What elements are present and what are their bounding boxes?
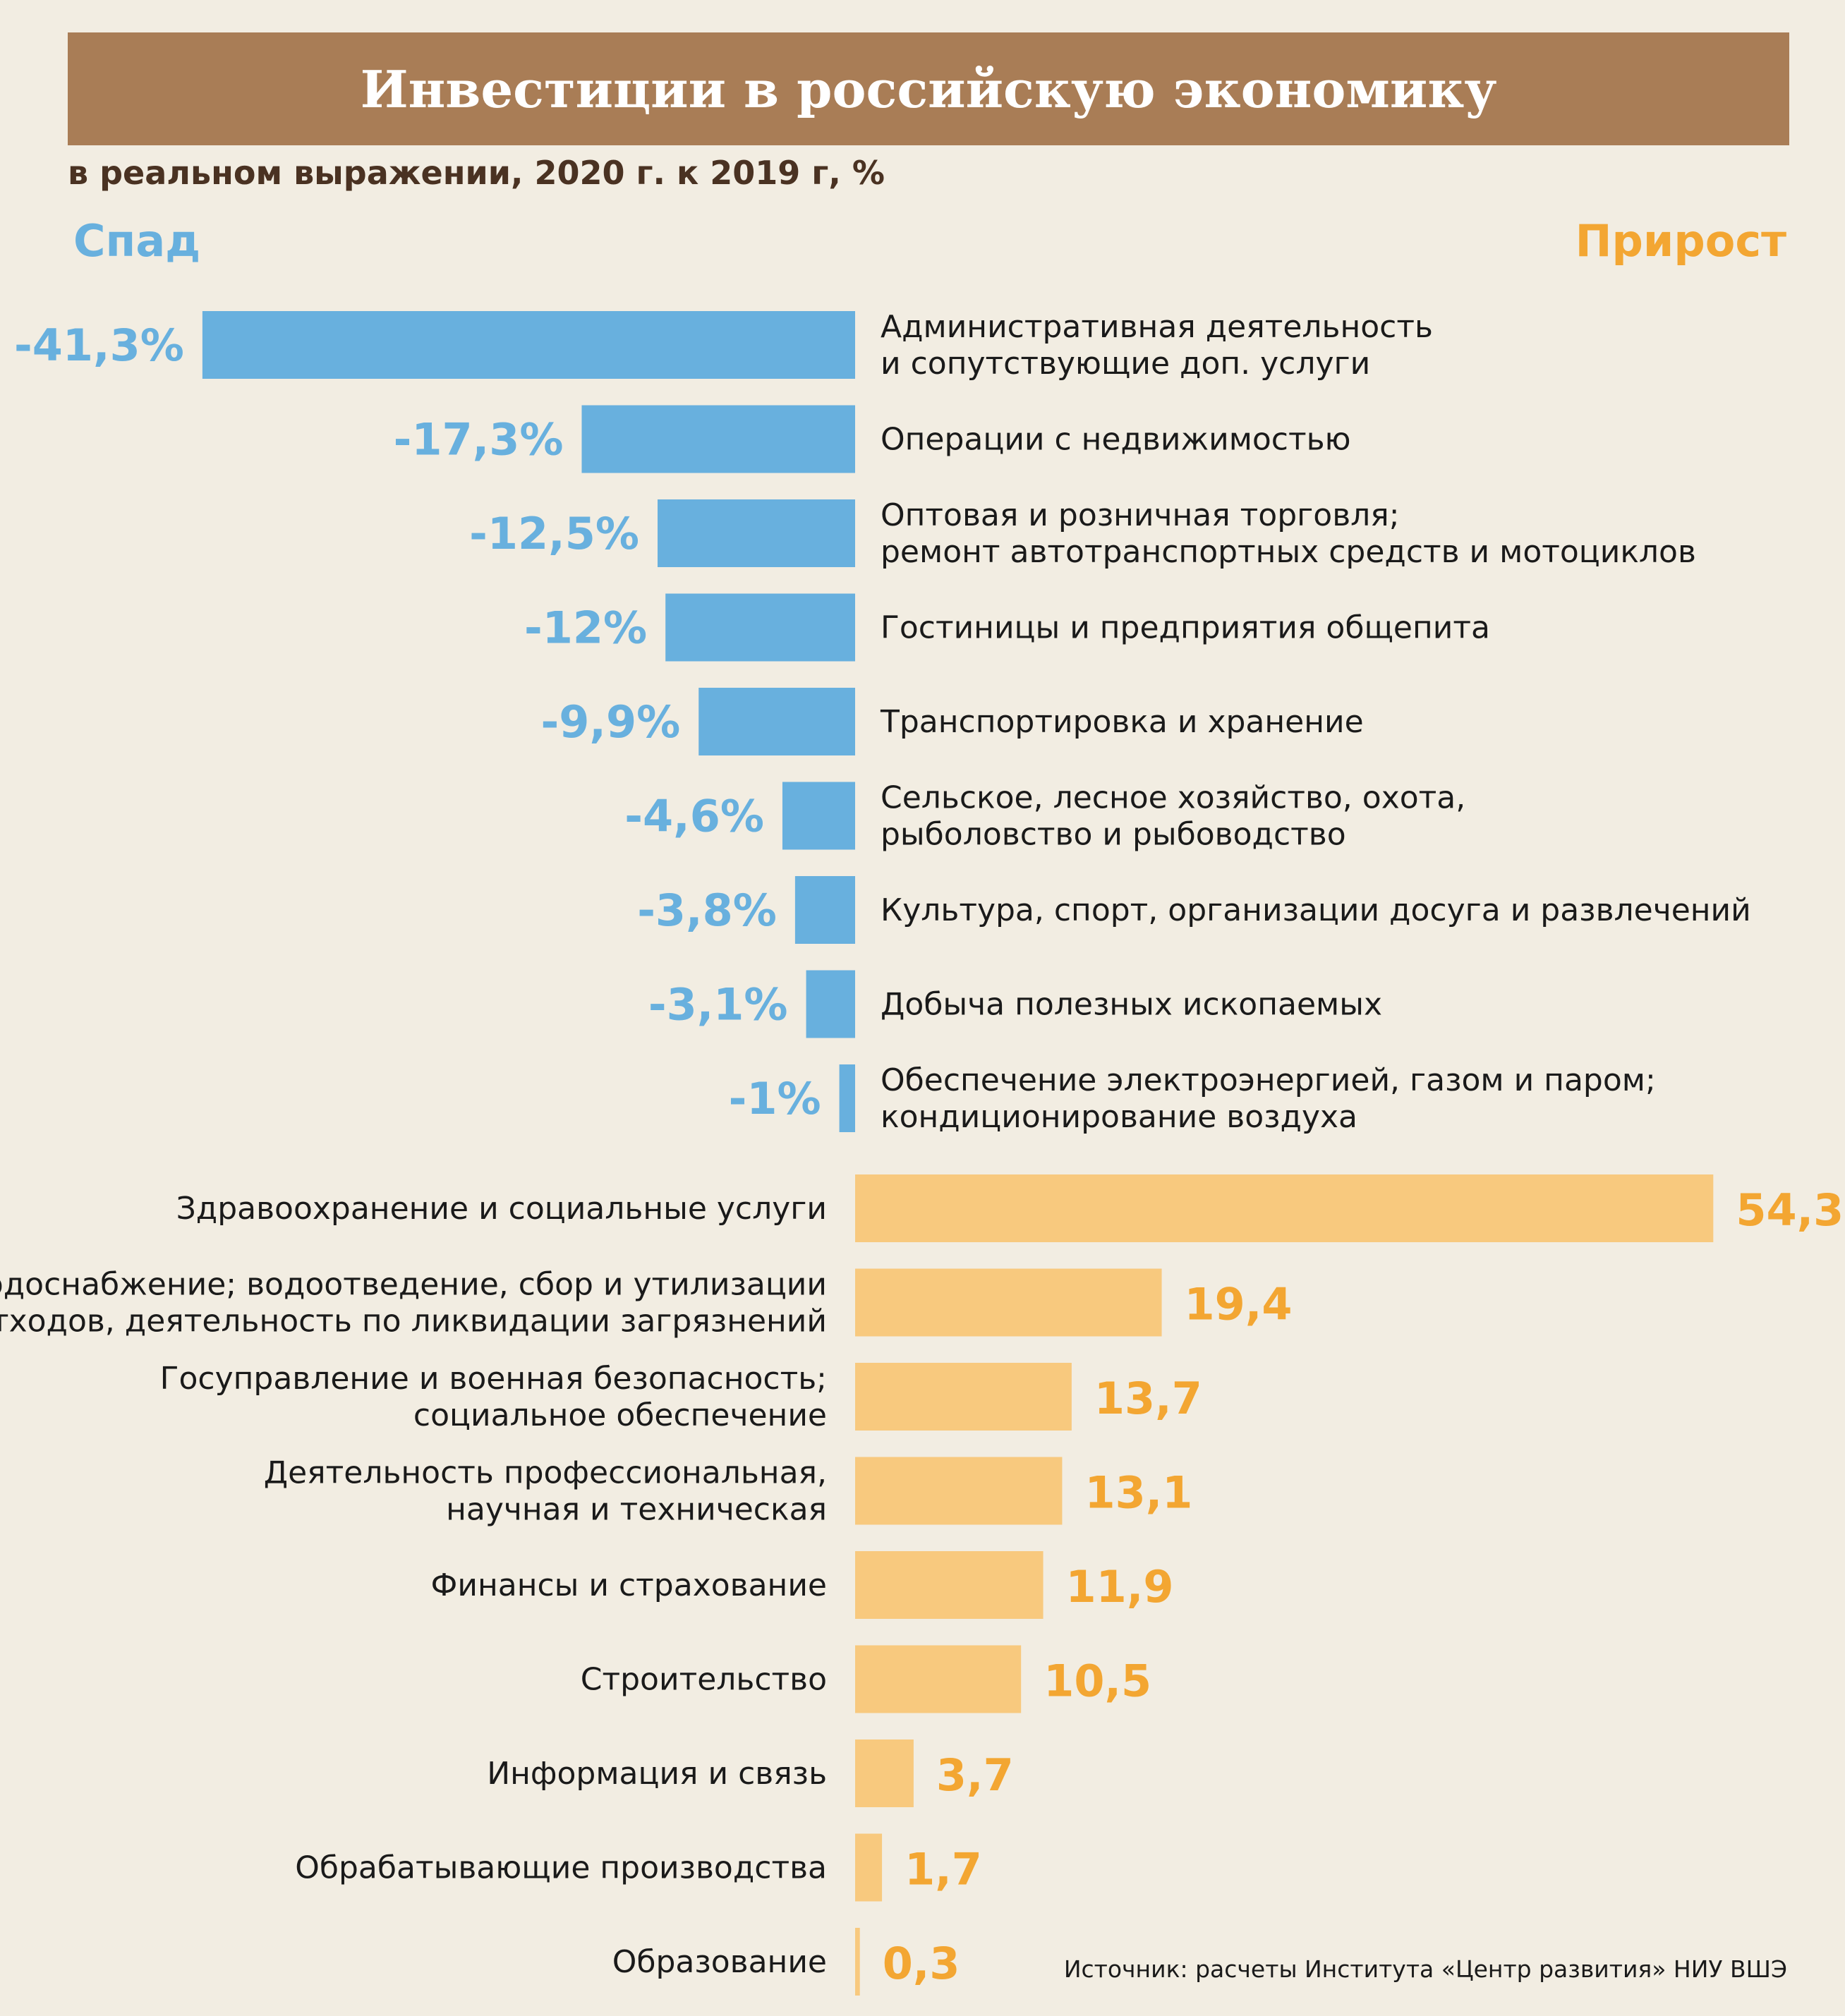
source-note: Источник: расчеты Института «Центр разви… [1063, 1955, 1787, 1983]
bar-positive [855, 1833, 883, 1902]
bar-positive [855, 1363, 1072, 1431]
category-label: Культура, спорт, организации досуга и ра… [881, 892, 1751, 928]
value-label: -3,1% [648, 979, 788, 1031]
bar-positive [855, 1645, 1022, 1713]
chart-subtitle: в реальном выражении, 2020 г. к 2019 г, … [68, 154, 885, 192]
value-label: 54,3 [1736, 1184, 1844, 1236]
bar-negative [839, 1064, 855, 1132]
bar-negative [581, 405, 855, 473]
bar-negative [658, 499, 855, 567]
category-label: Обеспечение электроэнергией, газом и пар… [881, 1062, 1656, 1135]
bar-positive [855, 1268, 1162, 1337]
value-label: -1% [729, 1073, 821, 1124]
category-label: Оптовая и розничная торговля; ремонт авто… [881, 497, 1696, 570]
category-label: Финансы и страхование [431, 1567, 827, 1603]
bar-negative [698, 688, 855, 755]
value-label: -4,6% [624, 791, 764, 842]
category-label: Административная деятельность и сопутству… [881, 309, 1433, 382]
growth-label: Прирост [1575, 215, 1786, 267]
category-label: Информация и связь [487, 1756, 827, 1792]
category-label: Образование [612, 1944, 827, 1980]
category-label: Добыча полезных ископаемых [881, 987, 1382, 1023]
bar-positive [855, 1928, 860, 1996]
category-label: Обрабатывающие производства [295, 1850, 827, 1886]
bar-negative [202, 311, 855, 379]
bar-negative [806, 970, 855, 1038]
value-label: -12% [524, 602, 647, 654]
title-bar: Инвестиции в российскую экономику [68, 32, 1789, 145]
category-label: Транспортировка и хранение [880, 704, 1364, 740]
category-label: Операции с недвижимостью [881, 422, 1351, 458]
bar-negative [782, 782, 855, 850]
value-label: 10,5 [1044, 1656, 1151, 1707]
category-label: Водоснабжение; водоотведение, сбор и ути… [0, 1267, 827, 1340]
value-label: 1,7 [905, 1844, 982, 1895]
category-label: Гостиницы и предприятия общепита [881, 610, 1490, 646]
value-label: -12,5% [469, 508, 639, 559]
chart-title: Инвестиции в российскую экономику [360, 59, 1497, 119]
value-label: 19,4 [1185, 1279, 1293, 1330]
category-label: Деятельность профессиональная, научная и … [264, 1455, 827, 1528]
value-label: 13,7 [1094, 1373, 1202, 1424]
value-label: -3,8% [637, 885, 777, 936]
category-label: Госуправление и военная безопасность; соц… [160, 1361, 827, 1433]
category-label: Здравоохранение и социальные услуги [176, 1191, 827, 1227]
value-label: 13,1 [1084, 1467, 1192, 1519]
value-label: -17,3% [394, 414, 564, 466]
bar-positive [855, 1174, 1714, 1242]
value-label: -9,9% [541, 696, 681, 748]
value-label: 3,7 [936, 1749, 1014, 1801]
value-label: 0,3 [883, 1938, 960, 1989]
bar-positive [855, 1739, 914, 1807]
bar-positive [855, 1551, 1044, 1619]
category-label: Строительство [581, 1662, 827, 1698]
value-label: 11,9 [1066, 1561, 1174, 1613]
value-label: -41,3% [14, 320, 184, 371]
bar-positive [855, 1457, 1063, 1525]
decline-label: Спад [73, 215, 201, 267]
category-label: Сельское, лесное хозяйство, охота, рыболо… [881, 780, 1465, 853]
bar-negative [665, 593, 855, 662]
bar-negative [794, 876, 855, 944]
